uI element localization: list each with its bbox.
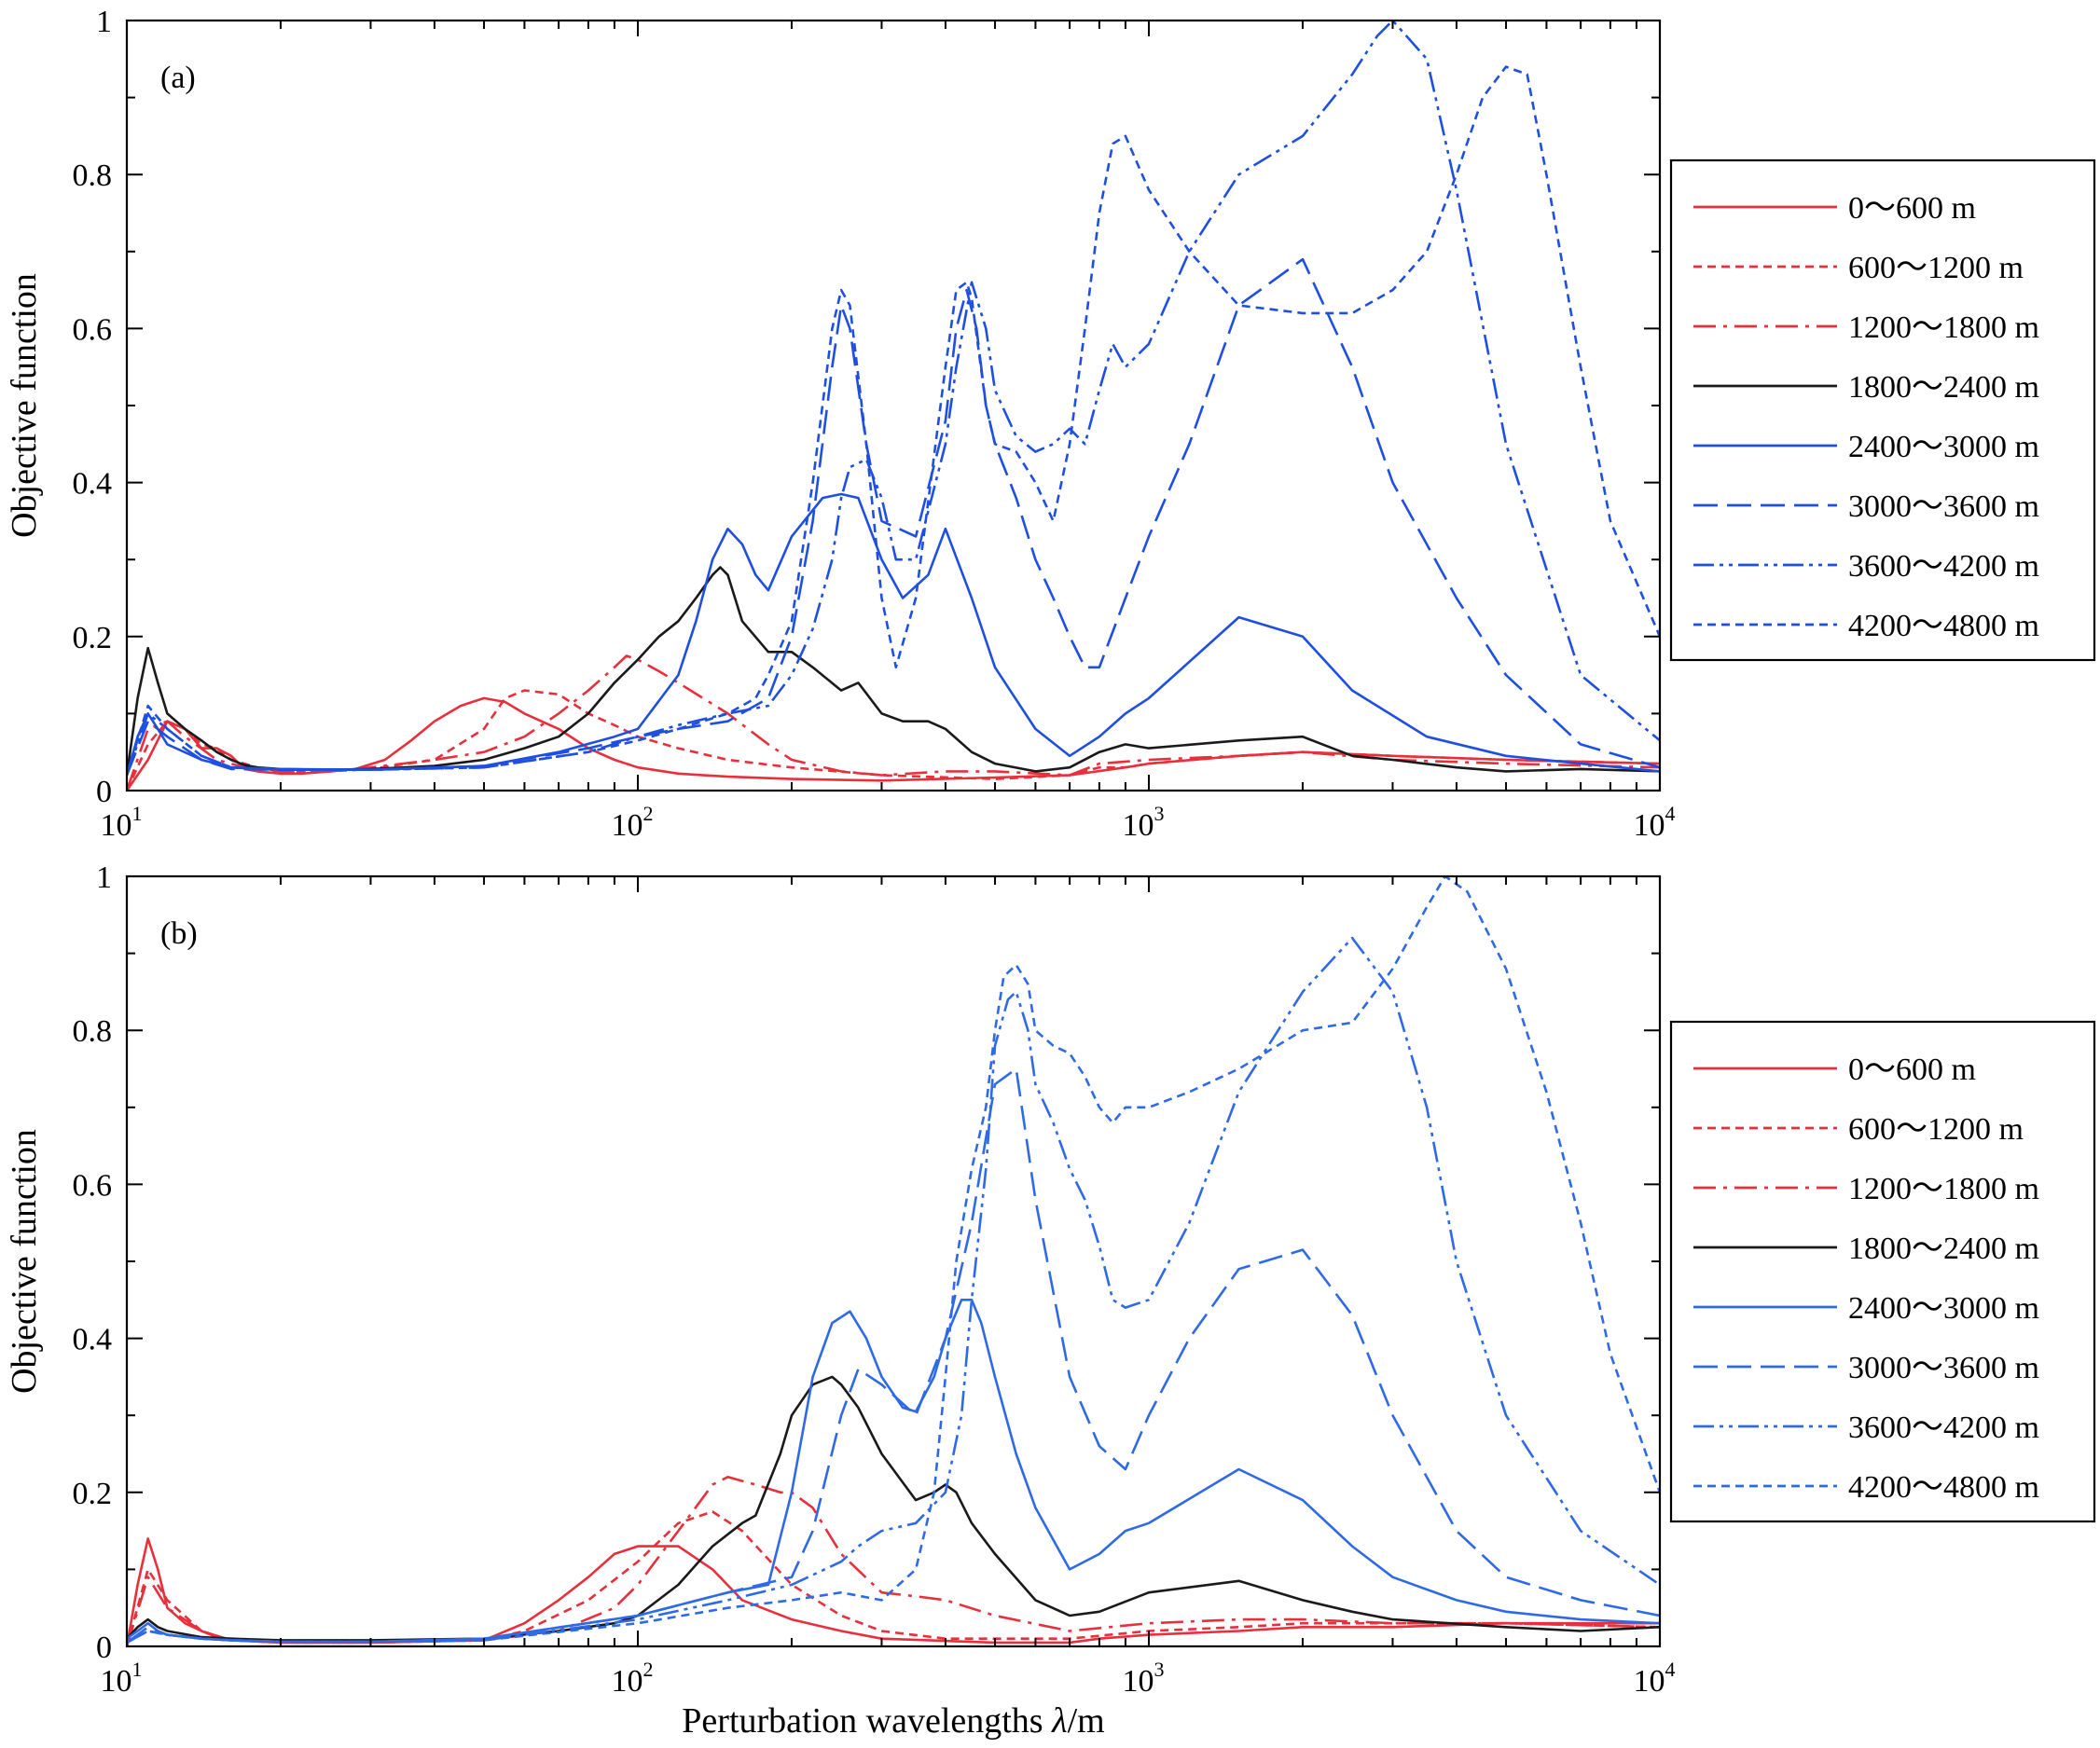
panel-a-x-tick-exp: 3 [1154, 802, 1165, 825]
panel-a-series-1-line [127, 689, 1660, 791]
panel-a-x-tick-base: 10 [612, 808, 643, 843]
panel-b-x-tick-exp: 4 [1665, 1658, 1676, 1681]
panel-b-series-3-line [127, 1375, 1660, 1642]
panel-b-y-tick-label: 0 [96, 1631, 112, 1665]
panel-a-series-7-line [127, 65, 1660, 776]
panel-a-x-tick-base: 10 [101, 808, 132, 843]
panel-b-legend-label: 1800～2400 m [1848, 1232, 2039, 1266]
panel-a-legend-label: 600～1200 m [1848, 251, 2024, 285]
panel-b-legend-box [1669, 1020, 2096, 1523]
x-axis-title: Perturbation wavelengths λ/m [682, 1701, 1104, 1741]
panel-a-series-3-line [127, 566, 1660, 776]
panel-b-x-tick-label: 103 [1123, 1658, 1165, 1699]
panel-a-y-tick-label: 0.2 [73, 621, 113, 655]
panel-a-label: (a) [160, 61, 196, 95]
panel-b-x-tick-base: 10 [612, 1664, 643, 1699]
panel-b-x-tick-exp: 3 [1154, 1658, 1165, 1681]
panel-a-legend-label: 1200～1800 m [1848, 310, 2039, 345]
panel-a-y-tick-label: 0.6 [73, 312, 113, 347]
panel-a-x-tick-label: 104 [1634, 802, 1676, 843]
x-axis-symbol: λ [1051, 1701, 1067, 1741]
x-axis-title-text: Perturbation wavelengths [682, 1701, 1043, 1741]
panel-b-x-tick-base: 10 [1123, 1664, 1154, 1699]
panel-a-series-4-line [127, 492, 1660, 776]
panel-a-x-tick-label: 103 [1123, 802, 1165, 843]
panel-b-series-7-line [127, 876, 1660, 1645]
panel-a-series-0-line [127, 696, 1660, 791]
panel-b-y-tick-label: 1 [96, 860, 112, 895]
panel-b-y-tick-label: 0.6 [73, 1168, 113, 1203]
panel-a-y-tick-label: 0 [96, 775, 112, 809]
panel-b-x-tick-label: 101 [101, 1658, 143, 1699]
panel-a-plot-frame [125, 19, 1662, 792]
panel-b-label: (b) [160, 916, 198, 951]
panel-b-x-tick-label: 104 [1634, 1658, 1676, 1699]
panel-a-y-tick-label: 0.4 [73, 467, 113, 502]
panel-b-x-tick-exp: 2 [643, 1658, 654, 1681]
panel-b-legend-label: 2400～3000 m [1848, 1291, 2039, 1326]
panel-b-legend-label: 1200～1800 m [1848, 1172, 2039, 1206]
panel-a-legend-label: 2400～3000 m [1848, 430, 2039, 464]
panel-a-series-5-line [127, 257, 1660, 776]
panel-a-x-tick-exp: 2 [643, 802, 654, 825]
panel-b-y-tick-label: 0.4 [73, 1323, 113, 1357]
panel-b-y-axis-title: Objective function [5, 1129, 44, 1394]
panel-a-legend-label: 1800～2400 m [1848, 370, 2039, 405]
panel-a-y-axis-title: Objective function [5, 273, 44, 538]
panel-a-x-tick-base: 10 [1123, 808, 1154, 843]
panel-b-series-0-line [127, 1537, 1660, 1646]
panel-b-plot-frame [125, 874, 1662, 1648]
panel-a-x-tick-base: 10 [1634, 808, 1665, 843]
panel-a-legend-box [1669, 158, 2096, 662]
panel-b-legend-label: 3000～3600 m [1848, 1351, 2039, 1385]
panel-a-legend-label: 3600～4200 m [1848, 549, 2039, 584]
panel-a-legend-label: 3000～3600 m [1848, 489, 2039, 524]
panel-b-x-tick-exp: 1 [132, 1658, 143, 1681]
panel-a-legend-label: 0～600 m [1848, 191, 1976, 226]
panel-b-legend-label: 4200～4800 m [1848, 1470, 2039, 1505]
panel-b-legend-label: 3600～4200 m [1848, 1411, 2039, 1445]
panel-b-legend-label: 600～1200 m [1848, 1112, 2024, 1147]
panel-a-y-tick-label: 1 [96, 5, 112, 39]
panel-b-series-5-line [127, 1067, 1660, 1644]
panel-b-x-tick-label: 102 [612, 1658, 654, 1699]
panel-b-legend-label: 0～600 m [1848, 1053, 1976, 1087]
panel-a-series-layer [127, 21, 1660, 791]
panel-a-x-tick-label: 102 [612, 802, 654, 843]
panel-b-legend: 0～600 m 600～1200 m 1200～1800 m 1800～2400 m 2… [1669, 1020, 2096, 1523]
panel-a-y-tick-label: 0.8 [73, 158, 113, 193]
panel-b-x-tick-base: 10 [1634, 1664, 1665, 1699]
panel-a-x-tick-exp: 1 [132, 802, 143, 825]
panel-a-x-tick-label: 101 [101, 802, 143, 843]
x-axis-unit: /m [1068, 1701, 1105, 1741]
panel-b-series-6-line [127, 936, 1660, 1645]
panel-b-series-layer [127, 876, 1660, 1646]
panel-b-x-tick-base: 10 [101, 1664, 132, 1699]
panel-a-series-6-line [127, 21, 1660, 776]
panel-a-legend: 0～600 m 600～1200 m 1200～1800 m 1800～2400 m 2… [1669, 158, 2096, 662]
panel-b-y-tick-label: 0.2 [73, 1477, 113, 1511]
panel-a-x-tick-exp: 4 [1665, 802, 1676, 825]
panel-b-y-tick-label: 0.8 [73, 1014, 113, 1049]
panel-a-legend-label: 4200～4800 m [1848, 609, 2039, 643]
